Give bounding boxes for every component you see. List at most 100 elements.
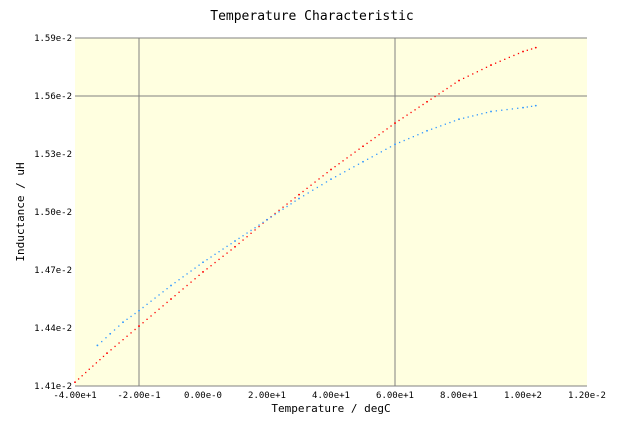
x-tick-label: 8.00e+1	[440, 391, 478, 401]
series-0-dot	[102, 355, 105, 358]
series-0-dot	[286, 203, 288, 205]
series-1-point-4	[170, 284, 172, 287]
series-0-dot	[504, 58, 506, 60]
series-0-dot	[278, 209, 280, 212]
x-axis-label: Temperature / degC	[271, 402, 390, 415]
series-1-point-3	[138, 309, 140, 312]
series-1-dot	[210, 256, 212, 258]
series-1-point-8	[298, 197, 300, 200]
x-tick-labels: -4.00e+1 -2.00e-1 0.00e-0 2.00e+1 4.00e+1 6.0…	[53, 391, 606, 401]
series-0-dot	[274, 212, 276, 215]
series-0-dot	[302, 190, 304, 193]
y-tick-label: 1.41e-2	[34, 382, 72, 392]
series-0-point-15	[534, 46, 537, 49]
series-0-dot	[366, 142, 368, 145]
series-0-point-8	[330, 168, 332, 171]
series-1-dot	[435, 126, 437, 129]
series-0-dot	[414, 109, 416, 111]
series-1-dot	[246, 232, 248, 234]
series-1-dot	[118, 325, 120, 327]
series-0-dot	[430, 98, 432, 100]
series-0-dot	[95, 362, 98, 364]
series-0-dot	[282, 206, 284, 208]
series-1-dot	[101, 340, 103, 343]
series-0-dot	[467, 75, 469, 77]
series-1-dot	[130, 315, 132, 318]
series-1-dot	[154, 297, 156, 299]
series-0-dot	[290, 200, 292, 202]
series-1-dot	[440, 125, 442, 127]
y-tick-label: 1.56e-2	[34, 92, 72, 102]
y-axis-label: Inductance / uH	[14, 162, 27, 261]
series-0-dot	[370, 139, 372, 142]
x-tick-label: 6.00e+1	[376, 391, 414, 401]
y-tick-labels: 1.41e-2 1.44e-2 1.47e-2 1.50e-2 1.53e-2 1.56e…	[34, 34, 72, 392]
series-0-dot	[166, 301, 168, 304]
series-1-dot	[226, 245, 228, 248]
series-0-dot	[476, 71, 478, 73]
series-1-dot	[286, 205, 288, 208]
series-0-dot	[406, 114, 408, 116]
series-0-point-0	[74, 381, 76, 384]
series-1-dot	[412, 136, 414, 138]
series-0-dot	[250, 232, 252, 234]
series-0-dot	[122, 339, 124, 341]
x-tick-label: -2.00e-1	[117, 391, 160, 401]
series-1-dot	[495, 110, 498, 112]
series-1-dot	[380, 151, 382, 153]
y-tick-label: 1.44e-2	[34, 324, 72, 334]
series-1-dot	[270, 216, 272, 218]
series-1-dot	[485, 111, 488, 114]
series-0-dot	[92, 365, 94, 367]
series-0-dot	[134, 328, 136, 331]
series-1-point-11	[394, 143, 396, 146]
series-1-dot	[142, 306, 144, 309]
series-0-point-10	[394, 122, 396, 124]
series-0-dot	[398, 119, 400, 122]
series-0-dot	[530, 48, 533, 50]
series-1-dot	[376, 153, 378, 155]
series-0-dot	[198, 274, 200, 277]
series-0-dot	[154, 311, 156, 314]
series-0-dot	[218, 258, 220, 261]
series-1-dot	[126, 318, 128, 320]
y-tick-label: 1.53e-2	[34, 150, 72, 160]
series-0-dot	[494, 62, 497, 64]
series-0-dot	[386, 128, 388, 130]
series-0-point-1	[106, 352, 108, 355]
series-1-dot	[254, 227, 256, 229]
series-1-dot	[449, 121, 451, 124]
series-0-dot	[350, 154, 352, 156]
series-1-point-5	[202, 261, 204, 264]
series-1-dot	[230, 243, 232, 245]
series-1-dot	[453, 120, 456, 122]
series-1-point-7	[266, 218, 268, 221]
series-1-dot	[357, 163, 360, 165]
series-0-dot	[150, 315, 152, 317]
series-1-point-14	[490, 110, 492, 113]
series-1-dot	[134, 312, 136, 315]
series-1-point-6	[234, 240, 236, 242]
chart-title: Temperature Characteristic	[210, 9, 414, 24]
series-0-dot	[118, 342, 120, 344]
series-1-dot	[472, 115, 474, 117]
series-0-point-12	[458, 79, 460, 82]
series-0-dot	[194, 278, 196, 280]
series-0-dot	[238, 242, 240, 245]
series-1-point-13	[458, 118, 460, 121]
series-0-dot	[146, 318, 148, 320]
x-tick-label: -4.00e+1	[53, 391, 96, 401]
series-1-dot	[238, 237, 240, 240]
series-0-dot	[322, 175, 324, 177]
series-1-dot	[421, 132, 424, 134]
series-0-dot	[158, 308, 160, 310]
series-1-dot	[408, 137, 410, 140]
series-0-dot	[374, 136, 376, 139]
series-0-dot	[178, 291, 180, 293]
series-1-point-15	[522, 106, 524, 109]
series-0-point-3	[170, 298, 172, 300]
series-0-dot	[382, 131, 384, 133]
series-0-dot	[258, 225, 260, 228]
series-1-dot	[339, 173, 341, 175]
